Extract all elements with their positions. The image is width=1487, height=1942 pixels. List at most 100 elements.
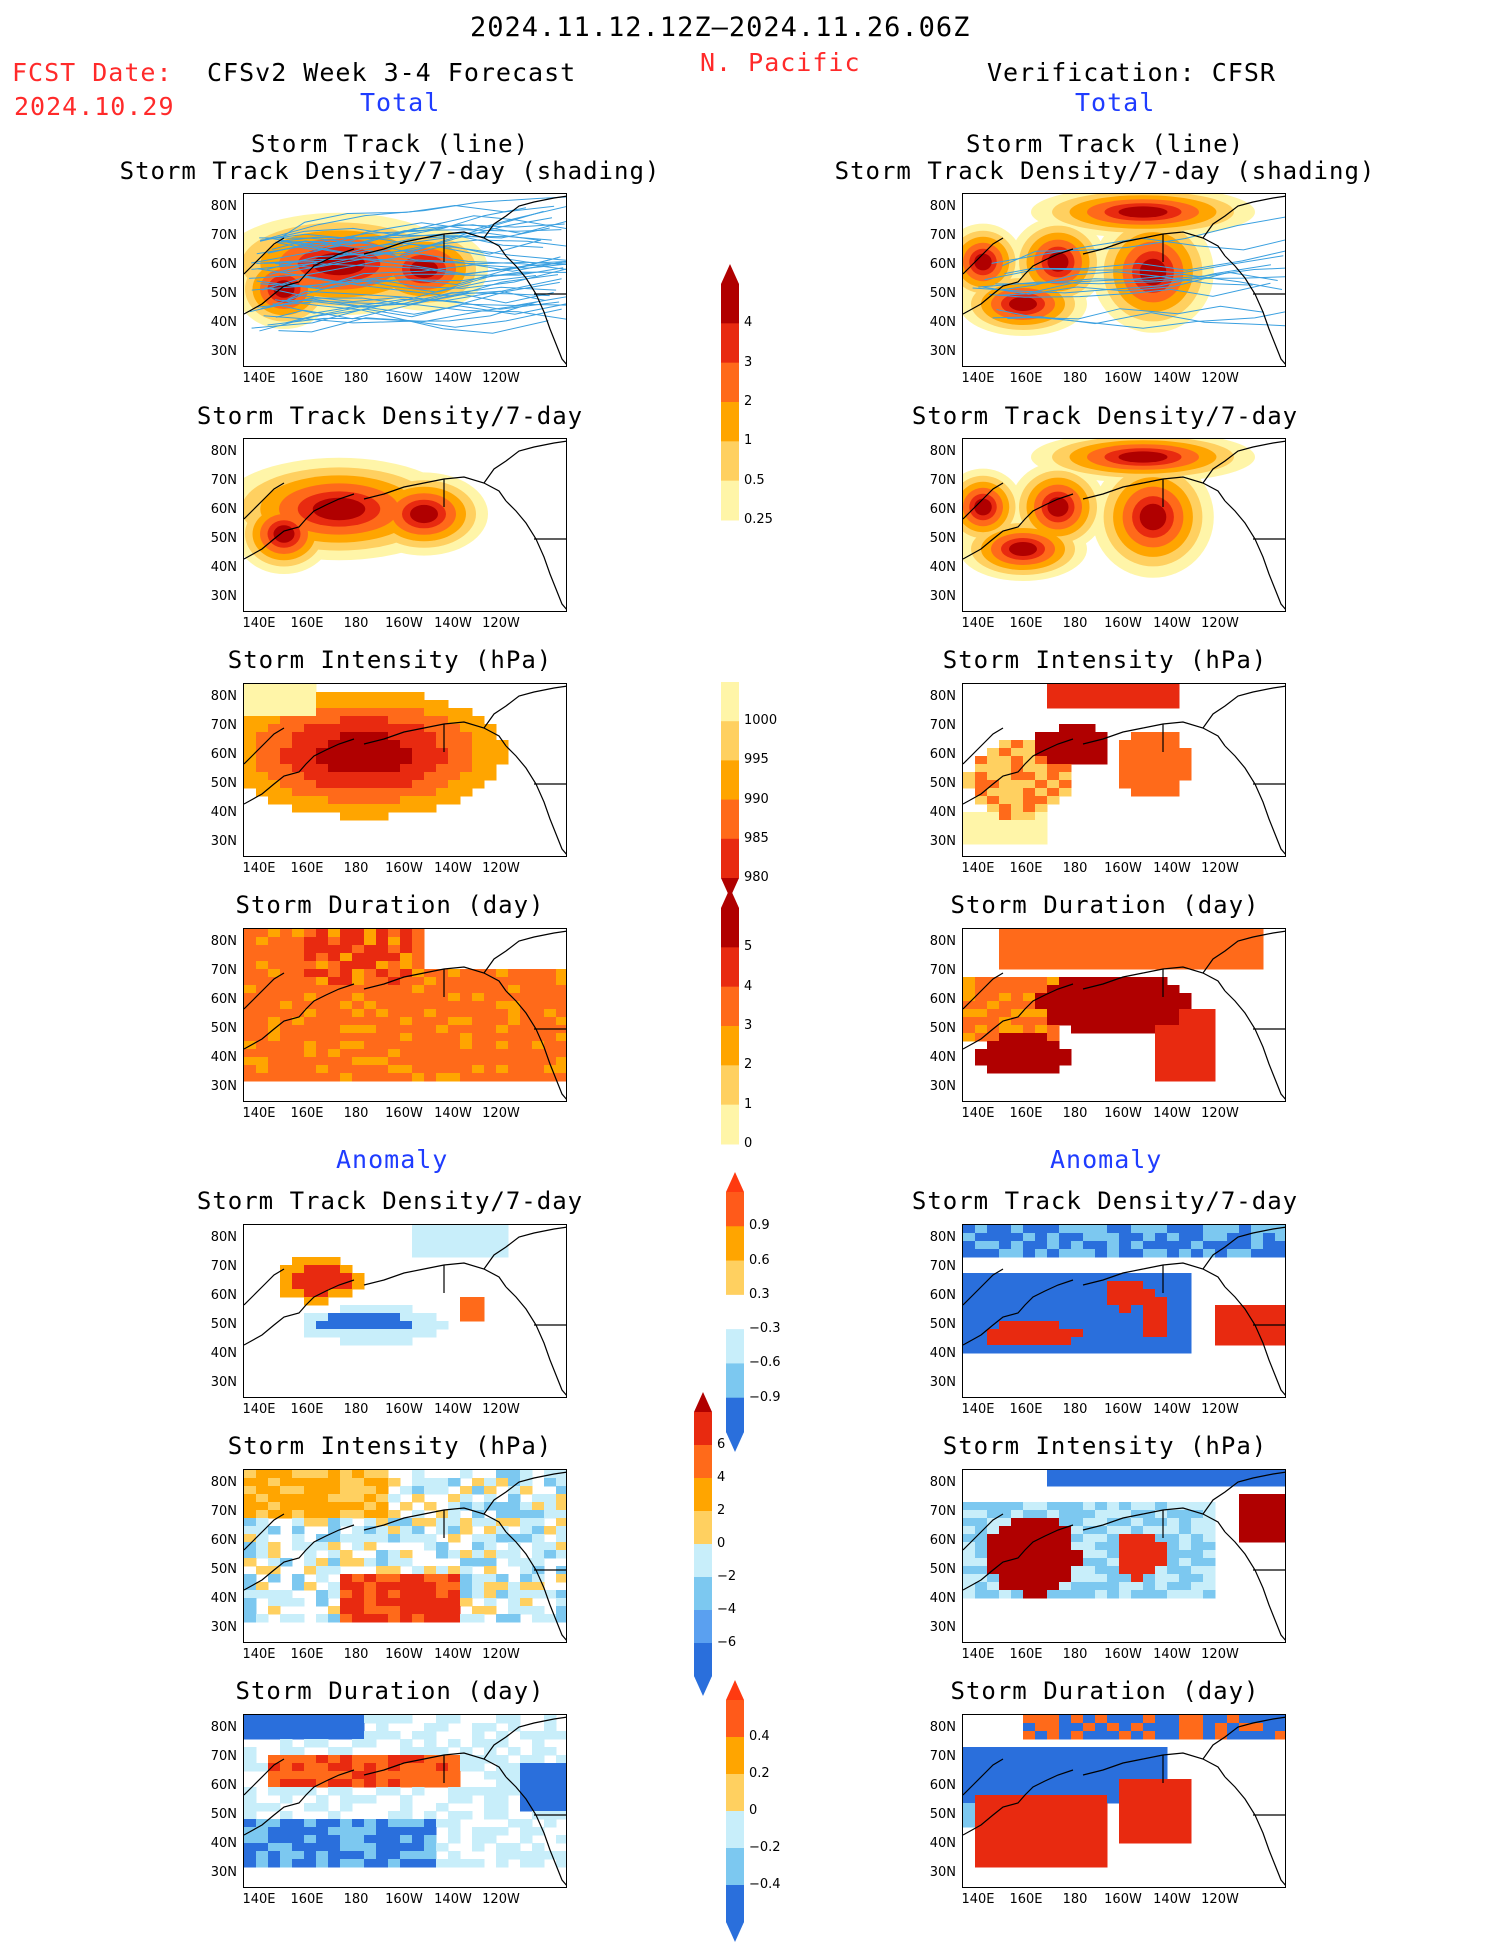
shading-cell [1071,1009,1084,1018]
shading-cell [304,716,317,725]
forecast-track-line-map-field [244,195,566,365]
total-label-right: Total [1075,88,1156,117]
shading-cell [484,1827,497,1836]
lat-tick-label: 50N [929,1807,956,1822]
shading-cell [328,1542,341,1551]
shading-cell [244,1486,257,1495]
shading-cell [304,945,317,954]
lon-tick-label: 160E [290,616,324,631]
shading-cell [1131,1835,1144,1844]
shading-cell [1011,1049,1024,1058]
shading-cell [1119,1526,1132,1535]
shading-cell [1059,1345,1072,1354]
shading-cell [448,993,461,1002]
coastline [483,195,566,239]
lat-tick-label: 40N [210,805,237,820]
shading-cell [316,764,329,773]
shading-cell [1047,1566,1060,1575]
forecast-intensity-map [243,683,567,857]
lon-tick-label: 140E [242,616,276,631]
shading-cell [352,780,365,789]
shading-cell [280,1558,293,1567]
shading-cell [1179,1542,1192,1551]
shading-cell [376,1510,389,1519]
shading-cell [316,1566,329,1575]
shading-cell [508,1073,521,1082]
shading-cell [424,700,437,709]
shading-cell [388,1526,401,1535]
shading-cell [1083,1819,1096,1828]
shading-cell [436,1566,449,1575]
shading-cell [1107,1715,1120,1724]
coastline [244,1513,285,1551]
shading-cell [1215,1321,1228,1330]
shading-cell [364,812,377,821]
right-anom-density-title: Storm Track Density/7-day [911,1187,1299,1215]
shading-cell [268,1835,281,1844]
shading-cell [963,985,976,994]
shading-cell [400,788,413,797]
shading-cell [556,1478,566,1487]
shading-cell [1047,1590,1060,1599]
shading-cell [316,1614,329,1623]
shading-cell [1059,977,1072,986]
colorbar-segment [721,402,739,442]
shading-cell [1155,764,1168,773]
coastline [244,1279,355,1346]
shading-cell [1095,985,1108,994]
shading-cell [556,977,566,986]
shading-cell [388,1715,401,1724]
shading-cell [292,1494,305,1503]
shading-cell [1011,1289,1024,1298]
shading-cell [448,1755,461,1764]
shading-cell [1047,1225,1060,1234]
shading-cell [1035,1241,1048,1250]
shading-cell [496,1225,509,1234]
shading-cell [544,1478,557,1487]
shading-cell [436,732,449,741]
shading-cell [316,1257,329,1266]
shading-cell [1107,684,1120,693]
shading-cell [1071,724,1084,733]
shading-cell [244,1494,257,1503]
shading-cell [508,1763,521,1772]
shading-cell [1119,1241,1132,1250]
shading-cell [975,1329,988,1338]
shading-cell [975,1590,988,1599]
shading-cell [1203,953,1216,962]
shading-cell [316,1859,329,1868]
shading-cell [316,1558,329,1567]
storm-track-line [982,271,1278,295]
shading-cell [340,1321,353,1330]
shading-cell [1083,1763,1096,1772]
shading-cell [1035,977,1048,986]
shading-cell [484,1558,497,1567]
shading-cell [268,985,281,994]
shading-cell [388,1606,401,1615]
shading-cell [1143,1574,1156,1583]
shading-cell [256,969,269,978]
shading-cell [280,1033,293,1042]
shading-cell [400,1009,413,1018]
shading-cell [975,1009,988,1018]
shading-cell [268,1510,281,1519]
shading-cell [1143,1001,1156,1010]
shading-cell [388,929,401,938]
shading-cell [412,953,425,962]
shading-cell [268,929,281,938]
shading-cell [1095,1313,1108,1322]
shading-cell [987,1755,1000,1764]
shading-cell [340,1486,353,1495]
shading-cell [999,1001,1012,1010]
shading-cell [436,1590,449,1599]
shading-cell [304,780,317,789]
shading-cell [1071,1329,1084,1338]
shading-cell [1167,1065,1180,1074]
shading-cell [496,1065,509,1074]
shading-contour [273,280,295,298]
shading-cell [1119,1715,1132,1724]
shading-cell [1071,1755,1084,1764]
shading-cell [1155,1337,1168,1346]
shading-cell [556,1614,566,1623]
shading-cell [987,1345,1000,1354]
